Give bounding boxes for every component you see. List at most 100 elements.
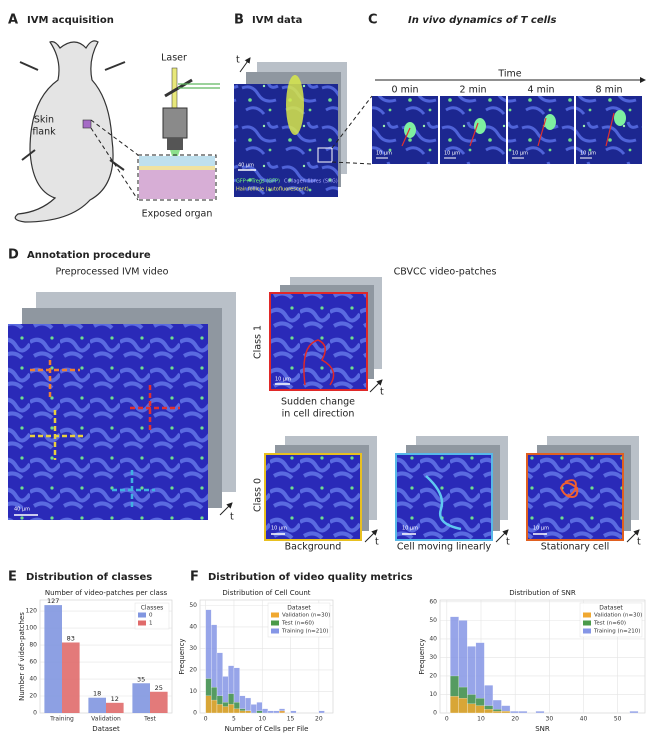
histogram-bar — [216, 704, 223, 714]
y-tick-label: 40 — [429, 635, 437, 642]
frame-label: 4 min — [528, 85, 555, 96]
subtitle: Preprocessed IVM video — [56, 267, 169, 278]
frame-label: 8 min — [596, 85, 623, 96]
legend-label: 0 — [149, 613, 153, 619]
shape-rect — [139, 170, 215, 199]
histogram-bar — [629, 710, 639, 714]
y-tick-label: 120 — [26, 608, 38, 615]
cell — [544, 114, 556, 130]
time-arrow — [626, 529, 640, 543]
time-symbol: t — [637, 537, 641, 548]
shape-path — [239, 57, 251, 73]
data-label: 12 — [111, 695, 119, 703]
panel-letter: D — [8, 248, 19, 263]
histogram-bar — [535, 710, 545, 714]
legend-label: Training (n=210) — [281, 629, 328, 635]
time-symbol: t — [375, 537, 379, 548]
x-axis-label: Dataset — [92, 725, 120, 733]
shape-path — [90, 119, 139, 201]
x-tick-label: 20 — [511, 716, 519, 723]
legend-box — [579, 602, 643, 638]
histogram-bar — [239, 710, 246, 714]
y-tick-label: 40 — [189, 623, 197, 630]
y-tick-label: 50 — [429, 617, 437, 624]
histogram-bar — [273, 710, 280, 714]
time-symbol: t — [230, 512, 234, 523]
bar — [106, 702, 124, 713]
histogram-bar — [205, 695, 212, 714]
class-description: Sudden change — [281, 397, 355, 408]
histogram-bar — [484, 709, 494, 714]
legend-title: Dataset — [287, 605, 311, 612]
track — [425, 475, 462, 531]
x-tick-label: 50 — [614, 716, 622, 723]
panel-letter: C — [368, 13, 378, 28]
axis-label: Time — [497, 69, 521, 80]
histogram-bar — [262, 708, 269, 714]
data-label: 83 — [67, 634, 75, 642]
shape-path — [14, 40, 114, 223]
bar — [132, 683, 150, 713]
panel-title: Distribution of classes — [26, 572, 152, 583]
x-tick-label: Training — [49, 716, 74, 723]
x-tick-label: 10 — [477, 716, 485, 723]
class-description: Stationary cell — [541, 542, 610, 553]
label: flank — [32, 127, 56, 138]
x-axis-label: SNR — [535, 725, 550, 733]
x-tick-label: Test — [143, 716, 156, 723]
legend-swatch — [271, 628, 279, 634]
shape-rect — [137, 154, 217, 201]
bar — [88, 697, 106, 713]
video-patch — [264, 453, 362, 541]
time-arrow — [495, 529, 509, 543]
legend-swatch — [583, 612, 591, 618]
histogram-bar — [458, 698, 468, 714]
scale-label: 10 µm — [512, 151, 528, 157]
x-tick-label: Validation — [91, 716, 121, 723]
microscopy-tile — [576, 96, 642, 164]
cell — [404, 122, 416, 138]
y-axis-label: Frequency — [178, 638, 186, 674]
panel-letter: E — [8, 570, 17, 585]
microscopy-tile — [508, 96, 574, 164]
legend-swatch — [138, 620, 146, 626]
data-label: 18 — [93, 690, 101, 698]
x-tick-label: 20 — [315, 716, 323, 723]
label: Exposed organ — [142, 209, 213, 220]
shape-path — [331, 95, 373, 165]
shape-rect — [269, 292, 368, 391]
label: Skin — [34, 115, 54, 126]
time-arrow — [364, 529, 378, 543]
bar — [62, 642, 80, 713]
histogram-bar — [501, 710, 511, 714]
scale-label: 40 µm — [14, 507, 30, 513]
shape-path — [303, 339, 335, 386]
shape-path — [130, 385, 180, 430]
scale-label: 10 µm — [376, 151, 392, 157]
histogram-bar — [318, 710, 325, 714]
x-tick-label: 30 — [546, 716, 554, 723]
data-label: 25 — [155, 684, 163, 692]
panel-title: Distribution of video quality metrics — [208, 572, 413, 583]
panel-letter: A — [8, 13, 18, 28]
y-tick-label: 30 — [189, 645, 197, 652]
class-label: Class 0 — [253, 478, 264, 512]
y-tick-label: 60 — [429, 598, 437, 605]
caption: Collagen fibres (SHG) — [284, 179, 338, 185]
track — [605, 112, 615, 147]
track — [537, 117, 547, 147]
time-symbol: t — [380, 387, 384, 398]
shape-rect — [139, 166, 215, 170]
histogram-bar — [290, 710, 297, 714]
class-description: Background — [285, 542, 342, 553]
y-tick-label: 40 — [29, 676, 37, 683]
video-patch — [395, 453, 493, 541]
shape-rect — [234, 84, 338, 197]
histogram-bar — [475, 705, 485, 714]
panel-letter: F — [190, 570, 199, 585]
label: Laser — [161, 53, 187, 64]
scale-label: 40 µm — [238, 163, 254, 169]
histogram-bar — [492, 710, 502, 714]
class-description: in cell direction — [282, 409, 355, 420]
legend-swatch — [138, 612, 146, 618]
